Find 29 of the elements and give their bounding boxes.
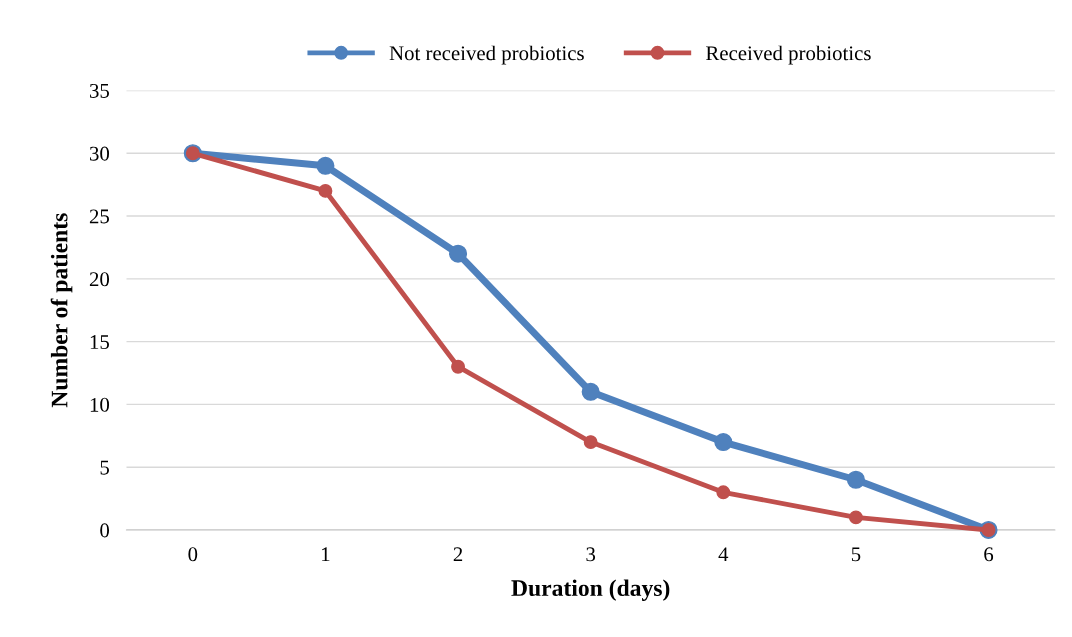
x-tick-label: 6 <box>984 547 994 562</box>
x-tick-label: 4 <box>718 547 729 562</box>
y-tick-label: 15 <box>90 335 110 350</box>
y-axis-title: Number of patients <box>50 213 73 408</box>
y-tick-label: 5 <box>100 460 110 475</box>
point <box>846 470 865 489</box>
point <box>714 433 733 452</box>
y-tick-label: 10 <box>90 397 110 412</box>
point <box>716 485 731 500</box>
legend-label: Received probiotics <box>706 45 871 65</box>
x-tick-label: 0 <box>188 547 198 562</box>
y-tick-label: 25 <box>89 209 110 224</box>
y-tick-label: 20 <box>89 272 110 287</box>
y-tick-label: 0 <box>100 523 110 538</box>
point <box>318 183 333 198</box>
point <box>316 156 335 175</box>
point <box>449 244 468 263</box>
x-axis-title: Duration (days) <box>511 579 670 601</box>
point <box>451 359 465 374</box>
x-tick-label: 1 <box>322 547 330 562</box>
x-tick-label: 5 <box>851 547 861 562</box>
y-tick-label: 35 <box>89 83 110 98</box>
y-tick-label: 30 <box>89 146 110 161</box>
point <box>848 510 863 525</box>
legend-label: Not received probiotics <box>389 45 584 65</box>
point <box>581 382 600 401</box>
x-tick-label: 3 <box>586 547 596 562</box>
point <box>583 435 598 450</box>
x-tick-label: 2 <box>453 547 463 562</box>
